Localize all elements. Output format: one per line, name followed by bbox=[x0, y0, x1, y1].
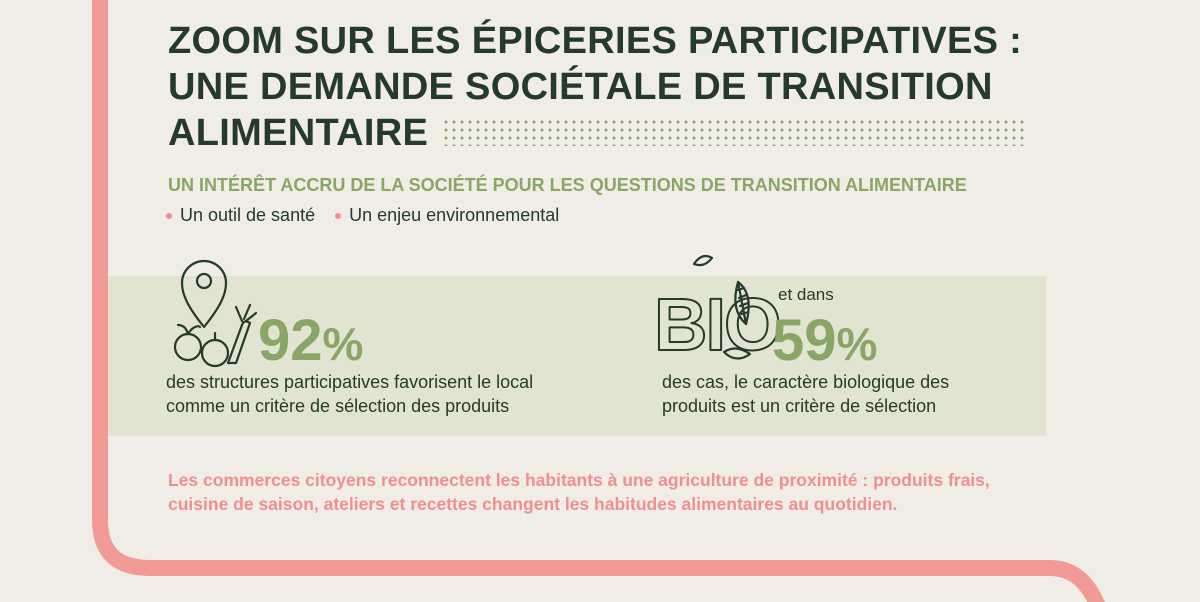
stat-unit: % bbox=[322, 318, 364, 370]
bullet-dot-icon bbox=[166, 212, 172, 219]
conclusion-text: Les commerces citoyens reconnectent les … bbox=[168, 470, 990, 514]
stat-description-local: des structures participatives favorisent… bbox=[166, 370, 533, 418]
stat-description-bio: des cas, le caractère biologique des pro… bbox=[662, 370, 949, 418]
stat-value-local: 92% bbox=[258, 312, 363, 370]
stat-number: 59 bbox=[772, 308, 837, 373]
bullet-text: Un outil de santé bbox=[180, 205, 316, 225]
bullet-item: Un enjeu environnemental bbox=[335, 205, 559, 226]
bullet-list: Un outil de santé Un enjeu environnement… bbox=[166, 205, 559, 226]
stat-text-line: comme un critère de sélection des produi… bbox=[166, 396, 510, 416]
stat-text-line: produits est un critère de sélection bbox=[662, 396, 937, 416]
bio-leaf-icon: BIO bbox=[653, 254, 780, 366]
stat-text-line: des cas, le caractère biologique des bbox=[662, 372, 950, 392]
title-line: ZOOM SUR LES ÉPICERIES PARTICIPATIVES : bbox=[168, 20, 1023, 62]
stat-value-bio: 59% bbox=[772, 312, 877, 370]
stat-unit: % bbox=[836, 318, 878, 370]
stat-text-line: des structures participatives favorisent… bbox=[166, 372, 534, 392]
bullet-text: Un enjeu environnemental bbox=[349, 205, 560, 225]
dotted-pattern bbox=[444, 120, 1024, 146]
bullet-item: Un outil de santé bbox=[166, 205, 315, 226]
page-title: ZOOM SUR LES ÉPICERIES PARTICIPATIVES : … bbox=[168, 18, 1068, 156]
title-line: ALIMENTAIRE bbox=[168, 112, 429, 154]
stat-prefix: et dans bbox=[778, 285, 834, 304]
stats-band bbox=[108, 276, 1046, 436]
bio-icon-text: BIO bbox=[654, 283, 780, 366]
title-line: UNE DEMANDE SOCIÉTALE DE TRANSITION bbox=[168, 66, 993, 108]
bullet-dot-icon bbox=[335, 212, 342, 219]
location-pin-vegetables-icon bbox=[173, 259, 258, 368]
section-subtitle: UN INTÉRÊT ACCRU DE LA SOCIÉTÉ POUR LES … bbox=[168, 175, 967, 195]
stat-number: 92 bbox=[258, 308, 323, 373]
